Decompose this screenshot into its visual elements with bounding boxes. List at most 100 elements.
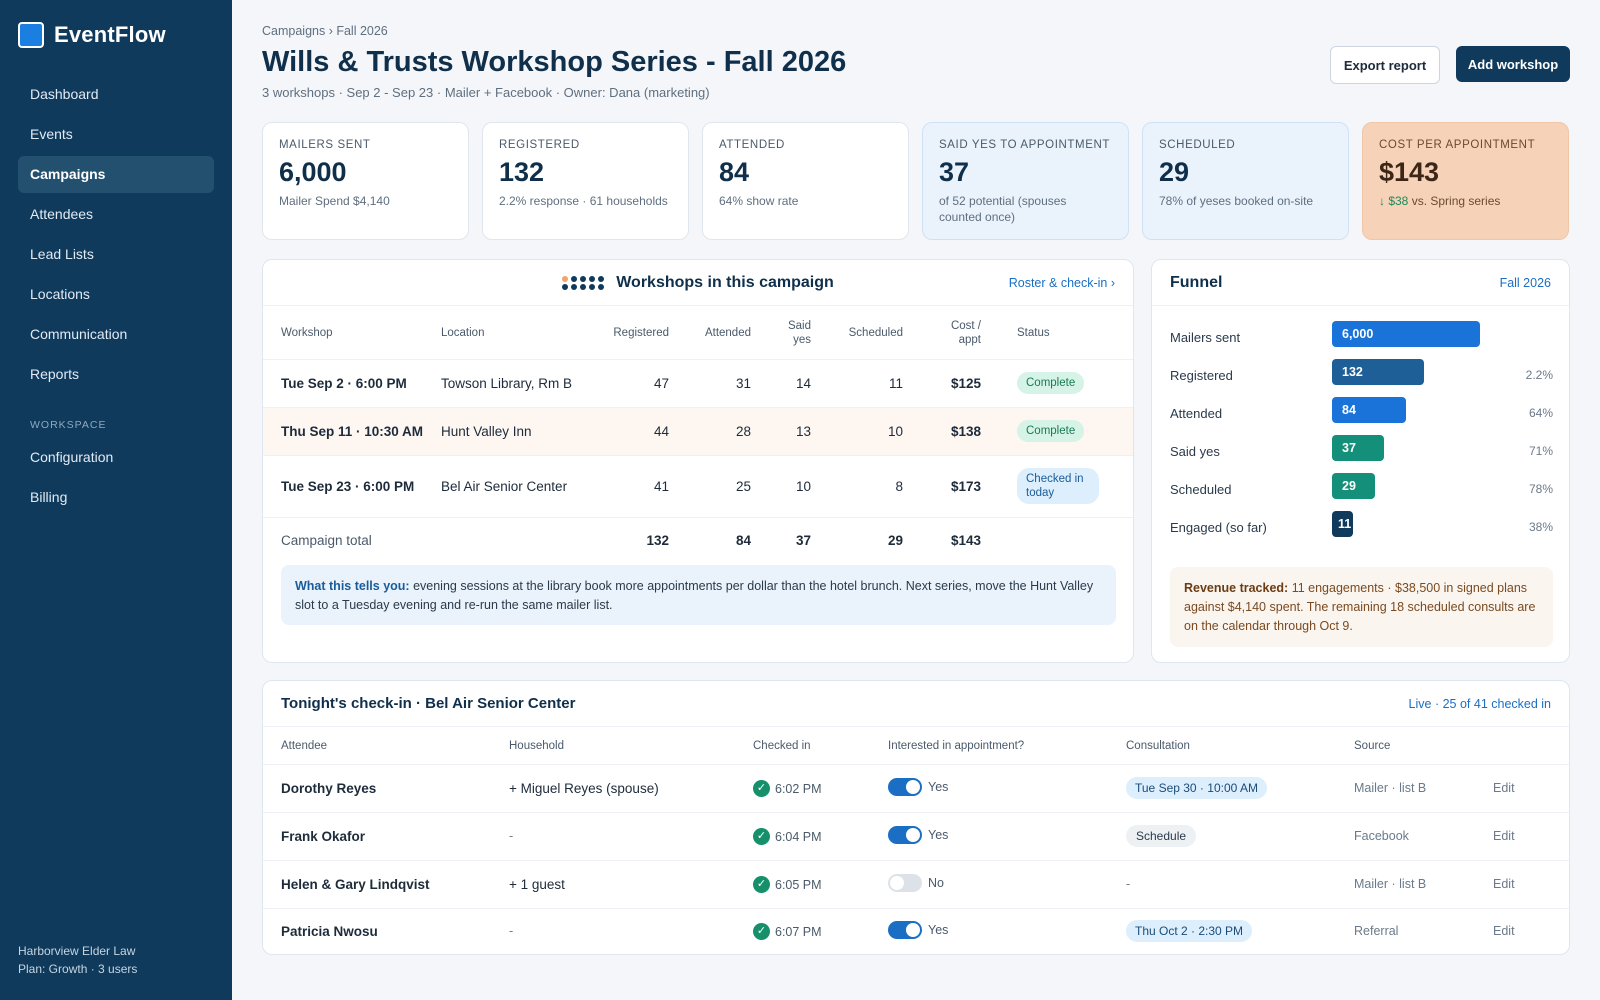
consultation-date-chip[interactable]: Thu Oct 2 · 2:30 PM xyxy=(1126,920,1253,943)
kpi-attended: ATTENDED 84 64% show rate xyxy=(702,122,909,240)
interest-toggle[interactable] xyxy=(888,873,922,892)
funnel-pct: 71% xyxy=(1528,444,1553,458)
insight-callout: What this tells you: evening sessions at… xyxy=(281,565,1116,625)
dots-icon xyxy=(562,275,608,291)
sidebar-item-locations[interactable]: Locations xyxy=(30,286,90,302)
interest-label: Yes xyxy=(928,827,949,842)
sidebar-item-configuration[interactable]: Configuration xyxy=(30,449,114,465)
checked-in-cell: ✓ 6:07 PM xyxy=(753,908,888,954)
edit-link[interactable]: Edit xyxy=(1493,860,1569,909)
edit-link[interactable]: Edit xyxy=(1493,764,1569,813)
table-row[interactable]: Dorothy Reyes + Miguel Reyes (spouse) ✓ 6… xyxy=(263,764,1569,813)
col-cost-appt[interactable]: Cost / appt xyxy=(903,307,981,360)
kpi-value: $143 xyxy=(1379,157,1440,187)
add-workshop-button[interactable]: Add workshop xyxy=(1456,46,1570,82)
insight-lead: What this tells you: xyxy=(295,579,410,593)
consultation-date-chip[interactable]: Tue Sep 30 · 10:00 AM xyxy=(1126,777,1267,799)
interest-toggle[interactable] xyxy=(888,920,922,939)
checked-in-time: 6:05 PM xyxy=(775,877,822,892)
sidebar-item-reports[interactable]: Reports xyxy=(30,366,80,382)
attendee-name: Dorothy Reyes xyxy=(263,764,509,813)
workshops-title: Workshops in this campaign xyxy=(616,274,834,291)
kpi-row: MAILERS SENT 6,000 Mailer Spend $4,140 R… xyxy=(262,122,1570,240)
interest-label: No xyxy=(928,875,944,890)
attendee-source: Facebook xyxy=(1354,812,1493,861)
brand-name: EventFlow xyxy=(54,22,166,47)
interest-toggle[interactable] xyxy=(888,777,922,796)
dot xyxy=(580,283,587,290)
funnel-rows: Mailers sent 6,000 Registered 132 2.2% Atte… xyxy=(1170,320,1553,548)
page-subtitle: 3 workshops · Sep 2 - Sep 23 · Mailer + … xyxy=(262,85,710,100)
total-scheduled: 29 xyxy=(887,532,903,548)
export-report-button[interactable]: Export report xyxy=(1330,46,1440,84)
col-status[interactable]: Status xyxy=(981,307,1133,360)
col-attended[interactable]: Attended xyxy=(669,307,751,360)
schedule-button[interactable]: Schedule xyxy=(1126,825,1197,847)
breadcrumb[interactable]: Campaigns › Fall 2026 xyxy=(262,24,388,38)
consultation-cell: Thu Oct 2 · 2:30 PM xyxy=(1126,908,1354,954)
col-checked-in[interactable]: Checked in xyxy=(753,728,888,765)
funnel-pct: 2.2% xyxy=(1525,368,1553,382)
table-row[interactable]: Frank Okafor - ✓ 6:04 PM Yes Schedule Fac… xyxy=(263,812,1569,861)
table-row[interactable]: Tue Sep 2 · 6:00 PM Towson Library, Rm B… xyxy=(263,359,1133,408)
col-attendee[interactable]: Attendee xyxy=(263,728,509,765)
interest-toggle-wrap[interactable]: Yes xyxy=(888,920,948,939)
checkin-table: Attendee Household Checked in Interested… xyxy=(263,728,1569,954)
kpi-label: MAILERS SENT xyxy=(279,139,371,151)
kpi-mailers-sent: MAILERS SENT 6,000 Mailer Spend $4,140 xyxy=(262,122,469,240)
sidebar-item-events[interactable]: Events xyxy=(30,126,73,142)
toggle-knob xyxy=(890,875,904,890)
workshop-status-cell: Complete xyxy=(981,359,1133,408)
kpi-label: REGISTERED xyxy=(499,139,580,151)
col-consultation[interactable]: Consultation xyxy=(1126,728,1354,765)
sidebar-item-billing[interactable]: Billing xyxy=(30,489,68,505)
workshop-attended: 25 xyxy=(669,455,751,518)
dot xyxy=(598,275,605,282)
col-scheduled[interactable]: Scheduled xyxy=(811,307,903,360)
table-row[interactable]: Patricia Nwosu - ✓ 6:07 PM Yes Thu Oct 2 … xyxy=(263,908,1569,954)
workshops-panel: Workshops in this campaign Roster & chec… xyxy=(262,259,1134,663)
roster-checkin-link[interactable]: Roster & check-in › xyxy=(1008,276,1115,290)
check-circle-icon: ✓ xyxy=(753,876,770,893)
interest-toggle-wrap[interactable]: Yes xyxy=(888,825,949,844)
col-household[interactable]: Household xyxy=(509,728,753,765)
attendee-source: Referral xyxy=(1354,924,1399,939)
sidebar-item-dashboard[interactable]: Dashboard xyxy=(30,86,99,102)
attendee-household: + Miguel Reyes (spouse) xyxy=(509,764,753,813)
revenue-text: 11 engagements · $38,500 in signed plans… xyxy=(1184,581,1536,633)
col-source[interactable]: Source xyxy=(1354,728,1493,765)
attendee-household: + 1 guest xyxy=(509,860,753,909)
interest-toggle-wrap[interactable]: Yes xyxy=(888,777,948,796)
workshop-when: Tue Sep 2 · 6:00 PM xyxy=(263,359,441,408)
col-interested[interactable]: Interested in appointment? xyxy=(888,728,1126,765)
brand[interactable]: EventFlow xyxy=(18,22,166,48)
live-status-link[interactable]: Live · 25 of 41 checked in xyxy=(1408,697,1551,711)
table-row[interactable]: Thu Sep 11 · 10:30 AM Hunt Valley Inn 44… xyxy=(263,407,1133,456)
funnel-row: Mailers sent 6,000 xyxy=(1170,320,1553,358)
funnel-bar: 84 xyxy=(1332,397,1406,423)
col-said-yes[interactable]: Said yes xyxy=(751,307,811,360)
interest-toggle[interactable] xyxy=(888,825,922,844)
edit-link[interactable]: Edit xyxy=(1493,924,1515,939)
funnel-label: Said yes xyxy=(1170,444,1220,459)
col-workshop[interactable]: Workshop xyxy=(263,307,441,360)
col-registered[interactable]: Registered xyxy=(591,307,669,360)
interest-toggle-wrap[interactable]: No xyxy=(888,873,944,892)
col-location[interactable]: Location xyxy=(441,307,591,360)
table-row[interactable]: Helen & Gary Lindqvist + 1 guest ✓ 6:05 P… xyxy=(263,860,1569,909)
workshop-location: Towson Library, Rm B xyxy=(441,359,591,408)
workshop-when: Tue Sep 23 · 6:00 PM xyxy=(263,455,441,518)
edit-link[interactable]: Edit xyxy=(1493,812,1569,861)
sidebar-item-attendees[interactable]: Attendees xyxy=(30,206,94,222)
sidebar-item-campaigns[interactable]: Campaigns xyxy=(18,156,214,193)
kpi-label: COST PER APPOINTMENT xyxy=(1379,139,1536,151)
sidebar-item-lead-lists[interactable]: Lead Lists xyxy=(30,246,94,262)
kpi-delta: ↓ $38 xyxy=(1379,194,1409,208)
funnel-period-link[interactable]: Fall 2026 xyxy=(1499,276,1551,290)
sidebar-item-communication[interactable]: Communication xyxy=(30,326,128,342)
check-circle-icon: ✓ xyxy=(753,923,770,941)
table-row[interactable]: Tue Sep 23 · 6:00 PM Bel Air Senior Cent… xyxy=(263,455,1133,518)
total-empty xyxy=(981,517,1133,563)
dot xyxy=(589,275,596,282)
funnel-panel: Funnel Fall 2026 Mailers sent 6,000 Regis… xyxy=(1151,259,1570,663)
